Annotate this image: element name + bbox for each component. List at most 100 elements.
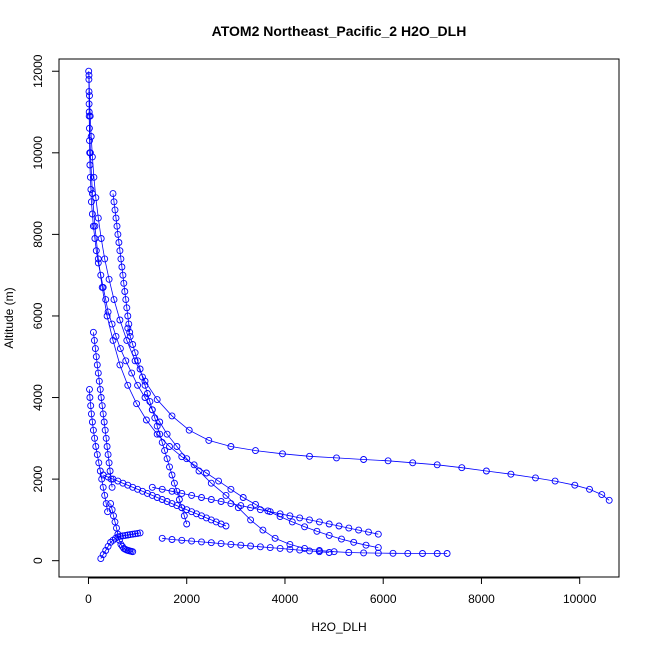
data-point [433, 461, 441, 469]
data-point [247, 504, 255, 512]
data-point [188, 491, 196, 499]
series-10 [86, 385, 112, 516]
data-point [227, 485, 235, 493]
data-point [256, 543, 264, 551]
data-point [227, 540, 235, 548]
data-point [178, 489, 186, 497]
data-point [121, 288, 129, 295]
data-point [136, 529, 144, 537]
data-point [97, 394, 105, 401]
data-point [325, 531, 333, 539]
data-point [507, 470, 515, 478]
data-point [355, 526, 363, 534]
data-point [85, 108, 93, 116]
series-line [162, 537, 330, 553]
data-point [124, 381, 132, 389]
series-4 [109, 190, 134, 336]
data-point [217, 540, 225, 548]
data-point [88, 418, 96, 426]
data-point [87, 198, 95, 206]
data-point [89, 328, 97, 336]
data-point [374, 544, 382, 552]
data-point [85, 71, 93, 79]
data-point [571, 481, 579, 489]
data-point [105, 459, 113, 467]
data-point [86, 149, 94, 157]
data-point [101, 491, 109, 499]
data-point [87, 186, 95, 193]
data-point [153, 430, 161, 438]
data-point [98, 402, 106, 410]
data-point [279, 450, 286, 458]
data-point [122, 296, 130, 304]
data-point [104, 451, 112, 459]
data-point [114, 230, 122, 238]
data-point [129, 341, 137, 348]
data-point [237, 541, 245, 549]
data-point [315, 548, 323, 556]
data-point [85, 67, 93, 75]
data-point [170, 479, 178, 487]
y-tick-label: 4000 [31, 384, 45, 411]
y-tick-label: 8000 [31, 221, 45, 248]
series-line [152, 486, 379, 535]
data-point [103, 312, 111, 320]
data-point [188, 537, 196, 545]
data-point [99, 483, 107, 491]
data-point [101, 426, 109, 434]
data-point [338, 535, 345, 543]
data-point [247, 516, 255, 524]
data-point [86, 173, 94, 181]
data-point [102, 434, 110, 442]
data-point [87, 402, 95, 410]
data-point [111, 518, 119, 526]
data-point [107, 538, 115, 546]
data-point [96, 385, 104, 393]
data-point [227, 443, 235, 450]
data-point [85, 100, 93, 108]
data-point [99, 410, 107, 418]
data-point [306, 452, 313, 460]
series-line [88, 111, 379, 548]
series-9 [148, 483, 382, 538]
data-point [168, 536, 176, 543]
data-point [166, 463, 173, 471]
data-point [237, 502, 245, 510]
data-point [198, 494, 205, 501]
data-point [104, 508, 112, 516]
data-point [111, 206, 119, 214]
data-point [124, 324, 132, 332]
data-point [389, 549, 397, 557]
y-axis-label: Altitude (m) [2, 287, 16, 348]
data-point [153, 396, 161, 404]
data-point [198, 538, 205, 546]
data-point [142, 416, 150, 424]
data-point [183, 520, 191, 528]
x-tick-label: 0 [85, 592, 92, 606]
data-point [90, 336, 98, 344]
data-point [205, 436, 213, 444]
data-point [168, 487, 176, 495]
data-point [266, 508, 274, 516]
series-8 [97, 529, 144, 563]
data-point [115, 239, 123, 246]
data-point [605, 496, 613, 504]
data-point [123, 336, 131, 344]
series-line [112, 193, 131, 333]
data-point [227, 500, 235, 508]
data-point [109, 190, 117, 198]
data-point [458, 464, 466, 472]
data-point [168, 471, 176, 479]
data-point [128, 369, 136, 377]
data-point [125, 320, 133, 328]
data-point [116, 532, 124, 540]
data-point [286, 545, 294, 553]
x-axis-label: H2O_DLH [311, 620, 366, 634]
data-point [106, 467, 114, 475]
data-point [97, 555, 105, 563]
data-point [103, 443, 111, 450]
data-point [190, 461, 198, 469]
data-point [276, 510, 284, 518]
data-point [141, 381, 149, 389]
y-tick-label: 0 [31, 557, 45, 564]
